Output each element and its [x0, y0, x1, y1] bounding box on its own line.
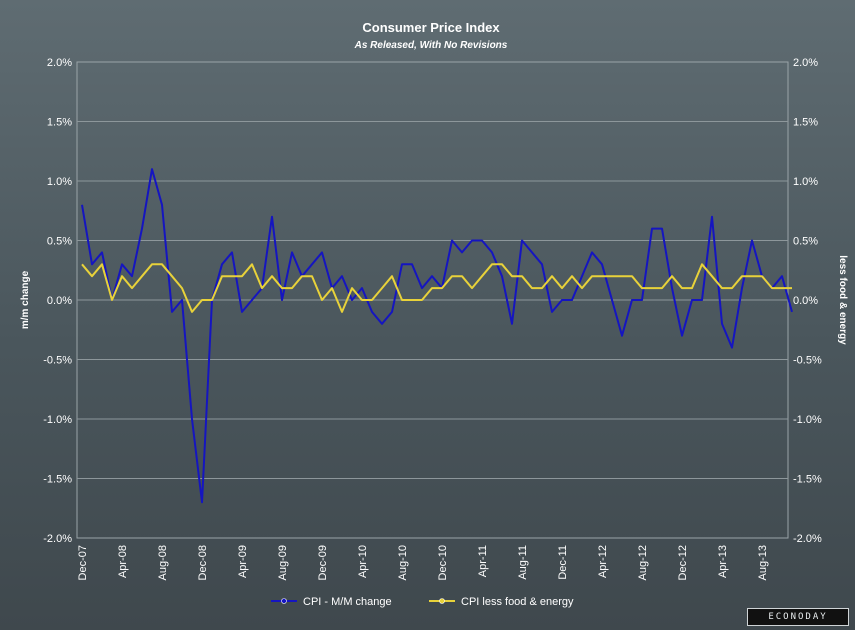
chart-title: Consumer Price Index	[362, 20, 500, 35]
legend-label-cpi-mm: CPI - M/M change	[303, 596, 392, 608]
legend-item-cpi-core: CPI less food & energy	[429, 596, 574, 608]
y-tick-label-right: 0.0%	[793, 295, 818, 307]
y-tick-label-left: 0.5%	[47, 236, 72, 248]
legend-marker-cpi-mm	[281, 598, 287, 604]
series-line-cpi-mm	[81, 168, 793, 504]
x-tick-label: Dec-12	[677, 545, 689, 580]
y-tick-label-right: -1.5%	[793, 474, 822, 486]
x-tick-label: Apr-12	[597, 545, 609, 578]
legend-label-cpi-core: CPI less food & energy	[461, 596, 574, 608]
x-tick-label: Aug-08	[157, 545, 169, 580]
x-tick-label: Aug-13	[757, 545, 769, 580]
x-tick-label: Aug-12	[637, 545, 649, 580]
x-tick-label: Apr-08	[117, 545, 129, 578]
x-tick-label: Dec-10	[437, 545, 449, 580]
y-tick-label-right: 1.5%	[793, 117, 818, 129]
legend-item-cpi-mm: CPI - M/M change	[271, 596, 392, 608]
x-tick-label: Dec-11	[557, 545, 569, 580]
x-tick-label: Apr-09	[237, 545, 249, 578]
x-tick-label: Dec-09	[317, 545, 329, 580]
y-axis-left: 2.0% 1.5% 1.0% 0.5% 0.0% -0.5% -1.0% -1.5% -2.0%	[43, 57, 72, 545]
y-tick-label-right: -0.5%	[793, 355, 822, 367]
y-tick-label-left: -0.5%	[43, 355, 72, 367]
y-axis-right-label: less food & energy	[837, 255, 848, 345]
gridlines	[77, 121, 788, 479]
x-tick-label: Aug-10	[397, 545, 409, 580]
y-axis-right: 2.0% 1.5% 1.0% 0.5% 0.0% -0.5% -1.0% -1.5% -2.0%	[793, 57, 822, 545]
x-tick-label: Apr-10	[357, 545, 369, 578]
y-tick-label-left: 2.0%	[47, 57, 72, 69]
y-tick-label-left: 0.0%	[47, 295, 72, 307]
y-axis-left-label: m/m change	[20, 270, 31, 329]
x-tick-label: Apr-11	[477, 545, 489, 577]
x-tick-label: Aug-11	[517, 545, 529, 580]
y-tick-label-left: 1.0%	[47, 176, 72, 188]
y-tick-label-left: -1.0%	[43, 414, 72, 426]
y-tick-label-right: 1.0%	[793, 176, 818, 188]
y-tick-label-right: -2.0%	[793, 533, 822, 545]
x-tick-label: Dec-08	[197, 545, 209, 580]
x-axis: Dec-07 Apr-08 Aug-08 Dec-08 Apr-09 Aug-09 Dec-…	[77, 545, 769, 580]
legend: CPI - M/M change CPI less food & energy	[271, 596, 574, 608]
legend-marker-cpi-core	[439, 598, 445, 604]
x-tick-label: Dec-07	[77, 545, 89, 580]
x-tick-label: Aug-09	[277, 545, 289, 580]
y-tick-label-left: -1.5%	[43, 474, 72, 486]
y-tick-label-left: -2.0%	[43, 533, 72, 545]
y-tick-label-right: 2.0%	[793, 57, 818, 69]
y-tick-label-right: -1.0%	[793, 414, 822, 426]
chart-subtitle: As Released, With No Revisions	[354, 40, 508, 51]
y-tick-label-right: 0.5%	[793, 236, 818, 248]
y-tick-label-left: 1.5%	[47, 117, 72, 129]
series-line-cpi-core	[81, 263, 792, 313]
series-layer	[81, 168, 793, 504]
brand-logo: ECONODAY	[747, 608, 849, 626]
x-tick-label: Apr-13	[717, 545, 729, 578]
